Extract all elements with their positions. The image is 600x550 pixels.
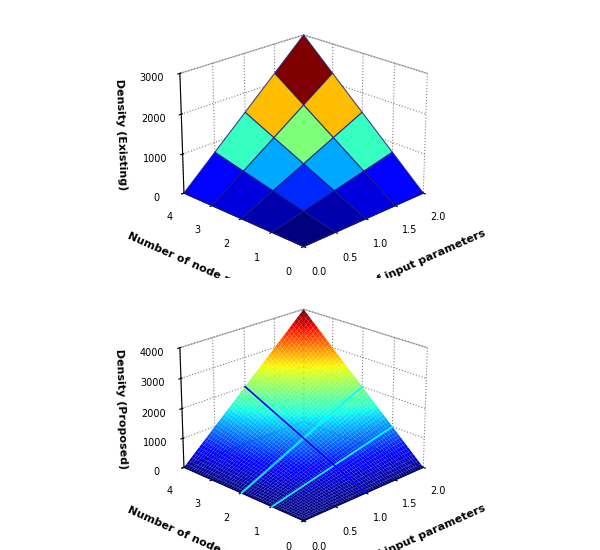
Y-axis label: Number of node partitions: Number of node partitions [127, 231, 282, 307]
Y-axis label: Number of node partitions: Number of node partitions [127, 505, 282, 550]
X-axis label: Number of input parameters: Number of input parameters [320, 503, 487, 550]
X-axis label: Number of input parameters: Number of input parameters [320, 228, 487, 310]
